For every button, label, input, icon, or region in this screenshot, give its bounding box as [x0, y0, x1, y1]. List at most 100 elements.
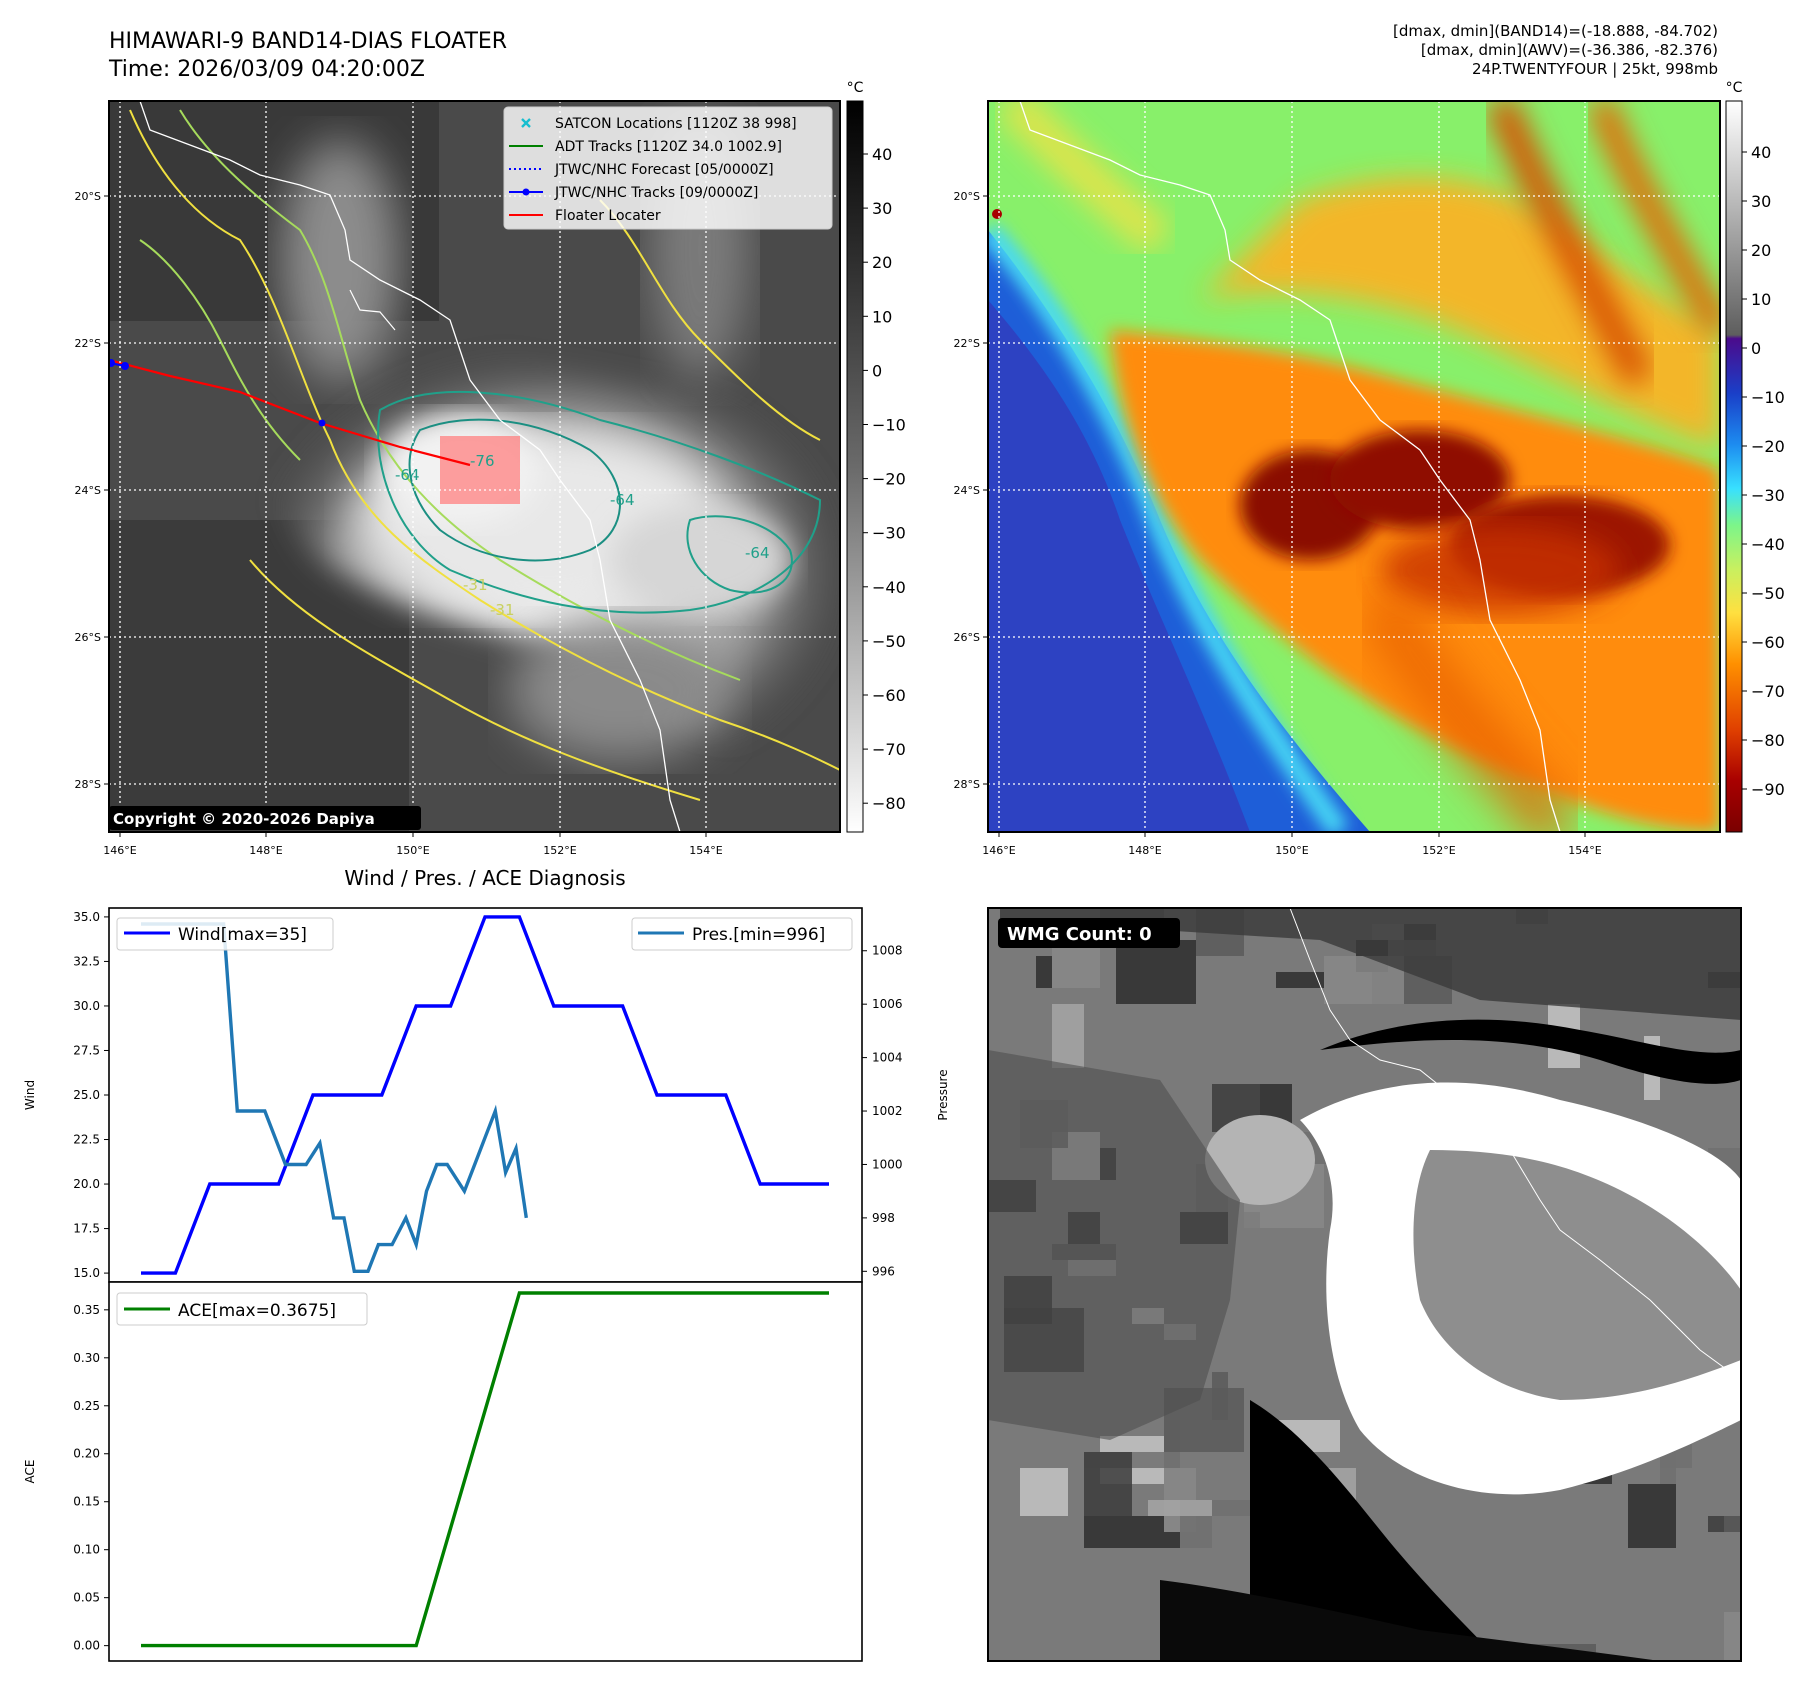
wind-ytick-label: 27.5 [73, 1043, 100, 1057]
ace-ytick-label: 0.10 [73, 1543, 100, 1557]
wind-legend: Wind[max=35] [116, 917, 334, 951]
lat-tick-label: 24°S [75, 484, 101, 497]
pressure-series-line [141, 922, 528, 1274]
lon-tick-label: 146°E [103, 844, 136, 857]
lon-tick-label: 154°E [689, 844, 722, 857]
contour-label: -76 [470, 452, 495, 470]
colorbar-tick-label: 20 [1751, 241, 1771, 260]
ace-legend-label: ACE[max=0.3675] [178, 1301, 336, 1321]
awv-colorbar-unit: °C [1726, 80, 1743, 96]
colorbar-tick-label: −50 [1751, 584, 1785, 603]
pressure-ytick-label: 996 [872, 1264, 895, 1278]
wind-legend-label: Wind[max=35] [178, 925, 307, 945]
ace-panel: 0.35 0.30 0.25 0.20 0.15 0.10 0.05 0.00 ACE ACE[… [23, 1281, 863, 1662]
awv-panel: °C 403020100−10−20−30−40−50−60−70−80−90 … [954, 80, 1785, 857]
ir-legend: SATCON Locations [1120Z 38 998] ADT Track… [503, 106, 833, 230]
awv-imagery [988, 101, 1720, 832]
stats-block: [dmax, dmin](BAND14)=(-18.888, -84.702) … [1393, 22, 1718, 79]
colorbar-tick-label: −60 [872, 686, 906, 705]
colorbar-tick-label: −20 [1751, 437, 1785, 456]
wind-ytick-label: 15.0 [73, 1266, 100, 1280]
wind-ytick-label: 17.5 [73, 1222, 100, 1236]
ace-ytick-label: 0.35 [73, 1303, 100, 1317]
storm-summary: 24P.TWENTYFOUR | 25kt, 998mb [1472, 60, 1718, 78]
legend-label: JTWC/NHC Tracks [09/0000Z] [554, 185, 758, 201]
lon-tick-label: 150°E [1275, 844, 1308, 857]
lon-tick-label: 152°E [543, 844, 576, 857]
colorbar-tick-label: 0 [1751, 339, 1761, 358]
colorbar-tick-label: −40 [872, 578, 906, 597]
colorbar-tick-label: −10 [1751, 388, 1785, 407]
pressure-legend: Pres.[min=996] [631, 917, 853, 951]
wmg-imagery [988, 908, 1741, 1661]
lon-tick-label: 154°E [1568, 844, 1601, 857]
lat-tick-label: 22°S [75, 337, 101, 350]
time-subtitle: Time: 2026/03/09 04:20:00Z [109, 57, 425, 82]
ir-imagery: -76 -64 -64 -64 -31 -31 [109, 101, 840, 832]
ace-ytick-label: 0.30 [73, 1351, 100, 1365]
lat-tick-label: 26°S [75, 631, 101, 644]
jtwc-track-point [109, 359, 115, 367]
ace-ytick-label: 0.15 [73, 1495, 100, 1509]
colorbar-tick-label: −80 [872, 794, 906, 813]
wmg-count-label: WMG Count: 0 [1007, 924, 1152, 945]
wind-axis-label: Wind [23, 1080, 37, 1110]
colorbar-tick-label: −70 [1751, 682, 1785, 701]
wind-ytick-label: 30.0 [73, 999, 100, 1013]
ace-ytick-label: 0.25 [73, 1399, 100, 1413]
colorbar-tick-label: 10 [1751, 290, 1771, 309]
pressure-ytick-label: 1000 [872, 1157, 903, 1171]
ir-colorbar-unit: °C [847, 80, 864, 96]
ace-axis-label: ACE [23, 1460, 37, 1484]
wind-ytick-label: 22.5 [73, 1133, 100, 1147]
pressure-legend-label: Pres.[min=996] [692, 925, 825, 945]
ir-colorbar [846, 100, 864, 833]
legend-label: SATCON Locations [1120Z 38 998] [555, 116, 797, 132]
legend-label: Floater Locater [555, 208, 661, 224]
pressure-ytick-label: 1004 [872, 1051, 903, 1065]
colorbar-tick-label: 30 [1751, 192, 1771, 211]
lon-tick-label: 146°E [982, 844, 1015, 857]
colorbar-tick-label: −70 [872, 740, 906, 759]
wind-pressure-panel: Wind / Pres. / ACE Diagnosis 35.0 32.5 30.… [23, 866, 950, 1283]
wind-ytick-label: 32.5 [73, 954, 100, 968]
legend-symbol [521, 118, 531, 128]
colorbar-tick-label: 40 [1751, 143, 1771, 162]
awv-colorbar [1725, 100, 1743, 833]
floater-track [109, 358, 471, 467]
legend-symbol [509, 188, 543, 196]
jtwc-track-point [318, 419, 326, 427]
lat-tick-label: 20°S [954, 190, 980, 203]
diagnosis-title: Wind / Pres. / ACE Diagnosis [344, 866, 625, 890]
ace-ytick-label: 0.00 [73, 1639, 100, 1653]
legend-label: ADT Tracks [1120Z 34.0 1002.9] [555, 139, 782, 155]
colorbar-tick-label: −80 [1751, 731, 1785, 750]
colorbar-tick-label: 20 [872, 253, 892, 272]
ace-ytick-label: 0.05 [73, 1591, 100, 1605]
legend-label: JTWC/NHC Forecast [05/0000Z] [554, 162, 774, 178]
lon-tick-label: 148°E [249, 844, 282, 857]
ace-legend: ACE[max=0.3675] [116, 1292, 368, 1326]
lat-tick-label: 24°S [954, 484, 980, 497]
colorbar-tick-label: 40 [872, 145, 892, 164]
jtwc-track-point [121, 362, 129, 370]
stats-awv: [dmax, dmin](AWV)=(-36.386, -82.376) [1420, 41, 1718, 59]
wind-ytick-label: 25.0 [73, 1088, 100, 1102]
lon-tick-label: 150°E [396, 844, 429, 857]
copyright-label: Copyright © 2020-2026 Dapiya [113, 810, 375, 828]
lat-tick-label: 26°S [954, 631, 980, 644]
contour-label: -64 [395, 466, 420, 484]
wind-series-line [141, 915, 829, 1275]
pressure-ytick-label: 1002 [872, 1104, 903, 1118]
wind-ytick-label: 35.0 [73, 910, 100, 924]
pressure-ytick-label: 1006 [872, 997, 903, 1011]
ace-series-line [141, 1291, 829, 1648]
colorbar-tick-label: −20 [872, 470, 906, 489]
colorbar-tick-label: −40 [1751, 535, 1785, 554]
wind-ytick-label: 20.0 [73, 1177, 100, 1191]
colorbar-tick-label: 0 [872, 361, 882, 380]
lat-tick-label: 28°S [954, 778, 980, 791]
colorbar-tick-label: 10 [872, 307, 892, 326]
lat-tick-label: 20°S [75, 190, 101, 203]
